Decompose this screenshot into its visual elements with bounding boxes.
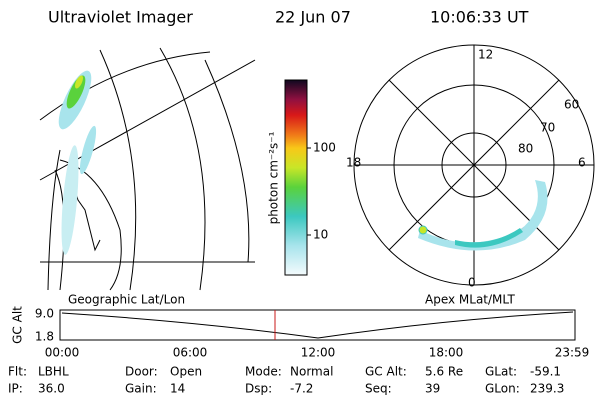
colorbar-tick-label: 10 [313, 228, 328, 242]
footer-label: GLon: [485, 382, 520, 396]
footer-value: -7.2 [290, 382, 313, 396]
altitude-xtick: 23:59 [555, 346, 590, 360]
footer-value: 39 [425, 382, 440, 396]
date: 22 Jun 07 [275, 8, 351, 27]
footer-value: 36.0 [38, 382, 65, 396]
colorbar-label: photon cm⁻²s⁻¹ [267, 131, 281, 224]
footer-label: IP: [8, 382, 23, 396]
hour-label: 0 [468, 276, 476, 290]
footer-value: Normal [290, 365, 333, 379]
title: Ultraviolet Imager [48, 8, 193, 27]
geographic-map [39, 47, 256, 291]
footer-label: Mode: [245, 365, 282, 379]
footer: Flt: LBHL Door: Open Mode: Normal GC Alt: 5.6 R… [8, 365, 564, 396]
altitude-ytick: 9.0 [35, 307, 54, 321]
footer-value: 14 [170, 382, 185, 396]
footer-value: -59.1 [530, 365, 561, 379]
footer-label: Seq: [365, 382, 392, 396]
footer-value: LBHL [38, 365, 69, 379]
footer-value: 239.3 [530, 382, 564, 396]
altitude-ytick: 1.8 [35, 330, 54, 344]
lat-label: 70 [540, 121, 555, 135]
footer-label: GLat: [485, 365, 517, 379]
footer-label: Dsp: [245, 382, 272, 396]
hour-label: 6 [578, 156, 586, 170]
hour-label: 18 [346, 156, 361, 170]
altitude-xtick: 18:00 [429, 346, 464, 360]
map-label: Geographic Lat/Lon [68, 293, 185, 307]
altitude-frame [59, 309, 576, 341]
colorbar [284, 79, 308, 276]
footer-label: Door: [125, 365, 158, 379]
footer-label: Gain: [125, 382, 157, 396]
colorbar-tick-label: 100 [313, 141, 336, 155]
time: 10:06:33 UT [430, 8, 529, 27]
footer-value: 5.6 Re [425, 365, 463, 379]
altitude-curve [61, 311, 574, 339]
footer-label: Flt: [8, 365, 27, 379]
lat-label: 80 [518, 142, 533, 156]
altitude-xtick: 12:00 [301, 346, 336, 360]
altitude-xtick: 06:00 [173, 346, 208, 360]
footer-label: GC Alt: [365, 365, 407, 379]
hour-label: 12 [478, 48, 493, 62]
altitude-ylabel: GC Alt [11, 306, 25, 344]
polar-plot [353, 44, 595, 286]
polar-label: Apex MLat/MLT [425, 293, 515, 307]
altitude-xtick: 00:00 [45, 346, 80, 360]
footer-value: Open [170, 365, 202, 379]
lat-label: 60 [564, 98, 579, 112]
